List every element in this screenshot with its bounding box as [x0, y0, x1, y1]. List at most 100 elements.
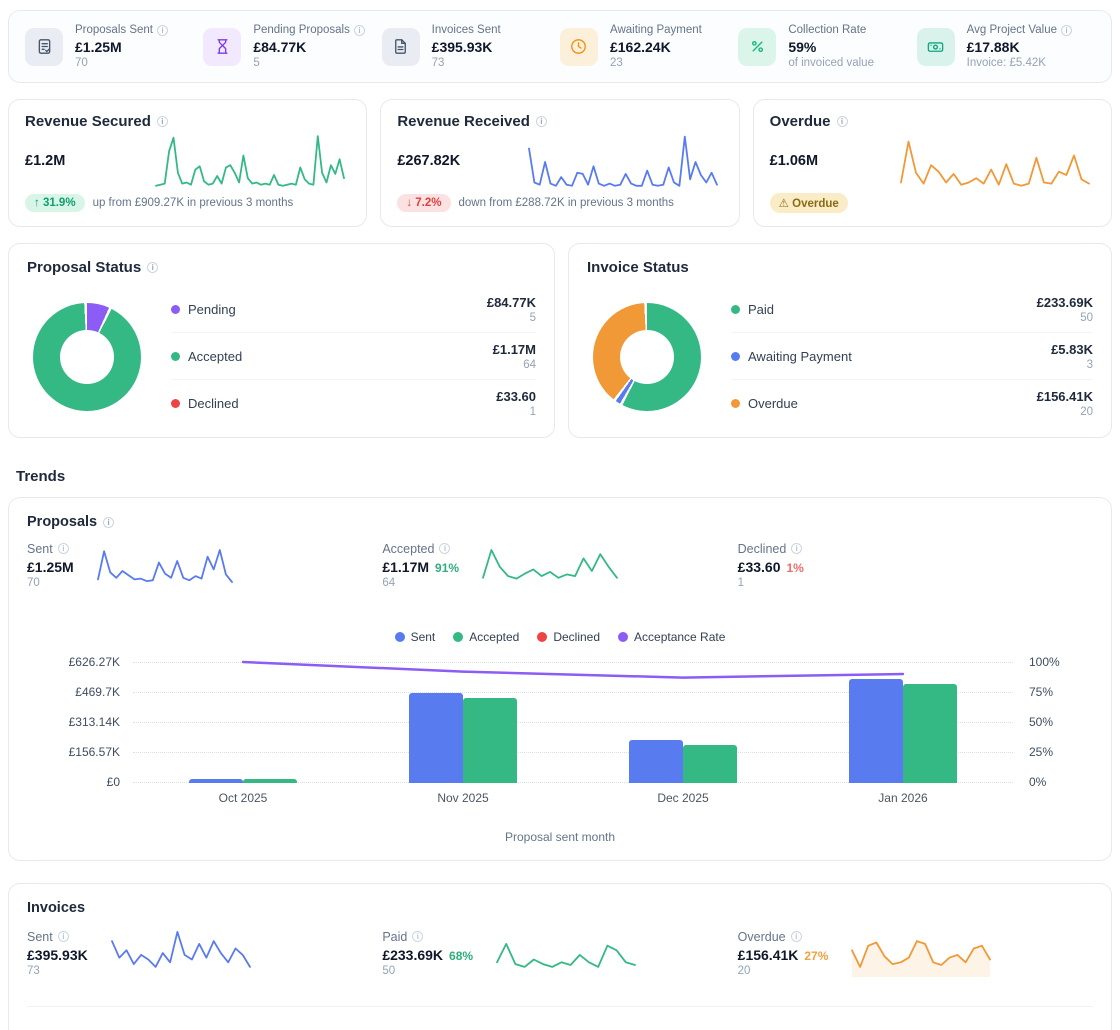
stat-label: Sent [27, 929, 53, 944]
trend-note: down from £288.72K in previous 3 months [458, 197, 674, 209]
invoice-status-legend: Paid £233.69K 50 Awaiting Payment £5.83K 3… [731, 286, 1093, 427]
kpi-avg-project-value: Avg Project Value £17.88K Invoice: £5.42… [916, 24, 1095, 69]
card-title: Overdue [769, 113, 831, 130]
info-icon[interactable] [791, 543, 803, 554]
overdue-badge: ⚠ Overdue [769, 193, 848, 213]
clipboard-check-icon [25, 27, 63, 66]
bar-sent-oct-2025 [189, 779, 243, 783]
legend-label: Declined [553, 630, 601, 644]
kpi-sub: of invoiced value [788, 57, 874, 69]
proposal-trend-plot: £626.27K 100% £469.7K 75% £313.14K 50% £156.57… [69, 655, 1060, 805]
legend-item-sent[interactable]: Sent [394, 630, 436, 644]
stat-count: 50 [382, 964, 396, 977]
chart-legend: Sent Accepted Declined Acceptance Rate [27, 630, 1093, 644]
green-dot [453, 632, 464, 642]
legend-item-acceptance-rate[interactable]: Acceptance Rate [618, 630, 725, 644]
overdue-card: Overdue £1.06M ⚠ Overdue [752, 99, 1112, 227]
trend-up-badge: ↑ 31.9% [25, 194, 85, 212]
gridline [133, 722, 1013, 723]
kpi-value: 59% [788, 39, 817, 55]
info-icon[interactable] [57, 931, 69, 942]
legend-value: £33.60 [496, 389, 536, 404]
blue-dot [731, 351, 740, 361]
hourglass-icon [203, 27, 242, 66]
stat-accepted: Accepted £1.17M 91% 64 [382, 540, 737, 590]
y-axis-tick-left: £0 [106, 775, 120, 789]
kpi-label: Pending Proposals [253, 24, 350, 36]
y-axis-tick-left: £469.7K [75, 685, 120, 699]
x-axis-title: Proposal sent month [504, 830, 616, 844]
kpi-sub: 23 [609, 57, 623, 69]
legend-count: 1 [529, 406, 536, 418]
revenue-secured-card: Revenue Secured £1.2M ↑ 31.9% up from £9… [8, 99, 368, 227]
stat-label: Declined [737, 541, 787, 556]
info-icon[interactable] [412, 931, 424, 942]
bar-accepted-jan-2026 [903, 683, 957, 783]
legend-label: Sent [410, 630, 436, 644]
kpi-label: Collection Rate [788, 24, 867, 36]
red-dot [537, 632, 548, 642]
y-axis-tick-right: 0% [1029, 775, 1047, 789]
info-icon[interactable] [57, 543, 69, 554]
stat-percent: 27% [804, 948, 829, 963]
stat-percent: 91% [435, 560, 460, 575]
info-icon[interactable] [156, 116, 168, 127]
gridline [133, 662, 1013, 663]
kpi-collection-rate: Collection Rate 59% of invoiced value [738, 24, 916, 69]
stat-value: £156.41K [737, 946, 799, 963]
percent-icon [738, 27, 777, 66]
proposals-trend-card: Proposals Sent £1.25M 70 Accepted £1.17M… [8, 497, 1112, 861]
revenue-received-card: Revenue Received £267.82K ↓ 7.2% down fr… [380, 99, 740, 227]
kpi-awaiting-payment: Awaiting Payment £162.24K 23 [559, 24, 738, 69]
legend-row-accepted: Accepted £1.17M 64 [171, 333, 536, 380]
trend-down-badge: ↓ 7.2% [397, 194, 451, 212]
info-icon[interactable] [103, 516, 115, 528]
proposal-status-donut [33, 302, 141, 411]
revenue-secured-value: £1.2M [25, 153, 66, 169]
stat-label: Overdue [737, 929, 786, 944]
card-title: Invoice Status [587, 259, 689, 276]
stat-percent: 68% [449, 948, 474, 963]
invoices-sent-sparkline [110, 931, 251, 968]
info-icon[interactable] [147, 262, 159, 273]
bar-sent-dec-2025 [629, 740, 683, 783]
stat-count: 20 [737, 964, 751, 977]
stat-percent: 1% [786, 560, 804, 575]
info-icon[interactable] [439, 543, 451, 554]
kpi-sub: Invoice: £5.42K [966, 57, 1046, 69]
kpi-sub: 5 [253, 57, 260, 69]
invoices-stat-row: Sent £395.93K 73 Paid £233.69K 68% 50 Ove… [27, 926, 1093, 980]
legend-item-declined[interactable]: Declined [537, 630, 600, 644]
card-title: Revenue Received [397, 113, 530, 130]
legend-item-accepted[interactable]: Accepted [453, 630, 519, 644]
stat-value: £33.60 [737, 558, 781, 575]
gridline [133, 692, 1013, 693]
stat-paid: Paid £233.69K 68% 50 [382, 926, 737, 980]
legend-count: 20 [1080, 406, 1093, 418]
gridline [133, 782, 1013, 783]
info-icon[interactable] [836, 116, 848, 127]
info-icon[interactable] [535, 116, 547, 127]
green-dot [731, 304, 740, 314]
stat-value: £1.25M [27, 558, 74, 575]
info-icon[interactable] [1061, 24, 1072, 36]
kpi-bar: Proposals Sent £1.25M 70 Pending Proposa… [8, 10, 1112, 83]
info-icon[interactable] [157, 24, 168, 36]
stat-label: Accepted [382, 541, 435, 556]
purple-dot [618, 632, 629, 642]
invoice-status-card: Invoice Status Paid £233.69K 50 Awaiting … [568, 243, 1112, 438]
stat-label: Sent [27, 541, 53, 556]
legend-value: £84.77K [486, 294, 536, 310]
x-axis-tick: Dec 2025 [657, 791, 709, 805]
bar-accepted-nov-2025 [463, 698, 517, 783]
info-icon[interactable] [353, 24, 365, 36]
kpi-label: Avg Project Value [966, 24, 1057, 36]
legend-label: Paid [748, 301, 775, 317]
legend-row-overdue: Overdue £156.41K 20 [731, 380, 1093, 427]
legend-value: £5.83K [1051, 341, 1093, 357]
info-icon[interactable] [790, 931, 802, 942]
card-title: Revenue Secured [25, 113, 151, 130]
